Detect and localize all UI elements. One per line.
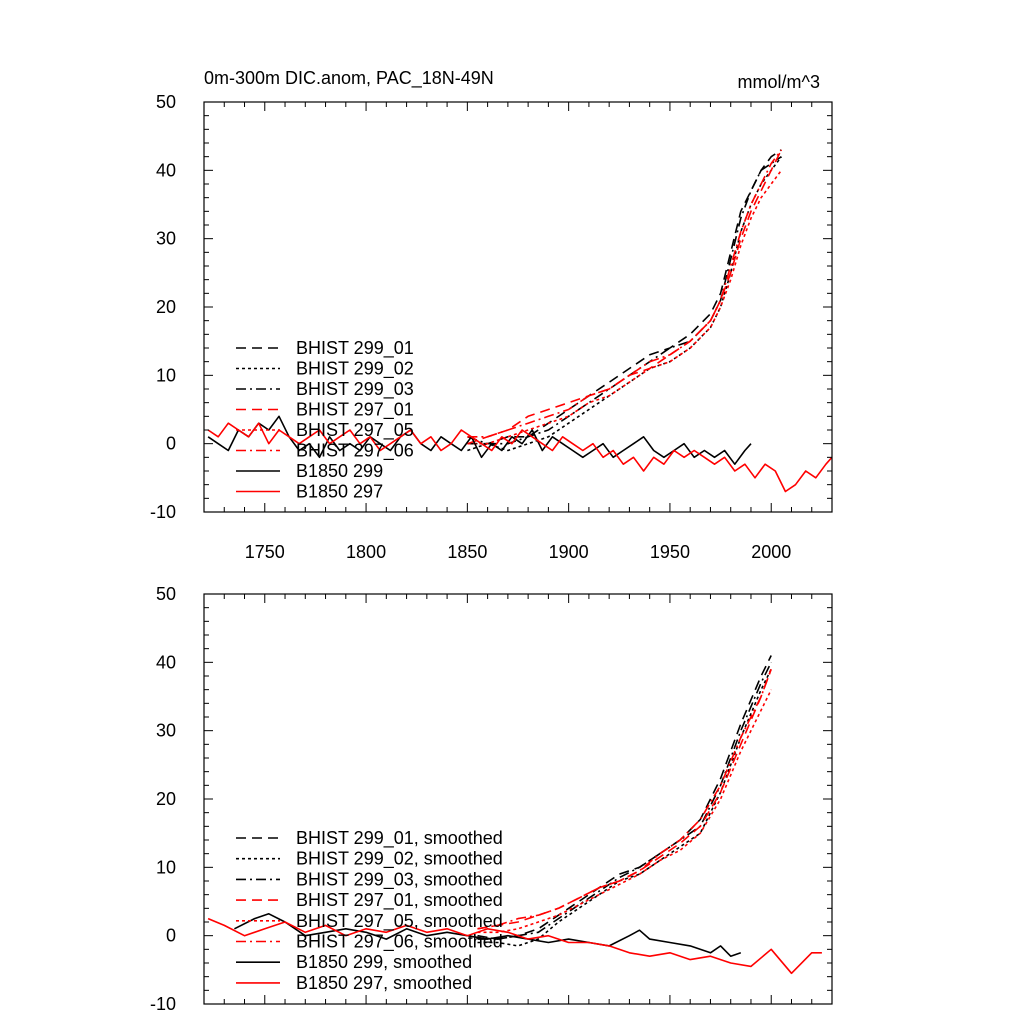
legend-label: BHIST 299_01 xyxy=(296,338,414,359)
y-tick-label: 10 xyxy=(156,857,176,877)
legend-label: BHIST 299_03 xyxy=(296,379,414,400)
x-tick-label: 2000 xyxy=(751,542,791,562)
top-panel: 0m-300m DIC.anom, PAC_18N-49N mmol/m^3 -… xyxy=(150,68,833,562)
y-tick-label: 30 xyxy=(156,721,176,741)
legend-label: BHIST 297_01 xyxy=(296,400,414,421)
legend-label: B1850 299 xyxy=(296,461,383,481)
legend-label: BHIST 299_01, smoothed xyxy=(296,828,503,849)
series-group xyxy=(207,149,832,493)
legend-label: B1850 299, smoothed xyxy=(296,952,472,972)
series-line-b1850-297 xyxy=(207,422,832,493)
y-tick-label: 10 xyxy=(156,365,176,385)
series-group xyxy=(207,655,822,975)
y-tick-label: 40 xyxy=(156,160,176,180)
legend-label: B1850 297 xyxy=(296,482,383,502)
series-line-b1850-297-smoothed xyxy=(207,917,822,975)
y-tick-label: 0 xyxy=(166,434,176,454)
y-tick-label: 40 xyxy=(156,652,176,672)
legend-label: BHIST 299_03, smoothed xyxy=(296,869,503,890)
series-line-bhist-297-06-smoothed xyxy=(477,668,772,930)
y-tick-label: 0 xyxy=(166,926,176,946)
chart-title: 0m-300m DIC.anom, PAC_18N-49N xyxy=(204,68,494,89)
x-tick-label: 1800 xyxy=(346,542,386,562)
legend-label: BHIST 297_06 xyxy=(296,441,414,462)
series-line-b1850-299-smoothed xyxy=(234,912,742,958)
y-tick-label: -10 xyxy=(150,502,176,522)
legend-label: BHIST 297_05, smoothed xyxy=(296,911,503,932)
series-line-b1850-299 xyxy=(207,415,752,466)
series-line-bhist-299-02 xyxy=(467,156,783,452)
series-line-bhist-299-01-smoothed xyxy=(477,655,772,940)
x-tick-label: 1850 xyxy=(447,542,487,562)
series-line-bhist-299-01 xyxy=(467,149,782,445)
series-line-bhist-299-03-smoothed xyxy=(477,661,772,940)
legend-label: B1850 297, smoothed xyxy=(296,973,472,993)
x-tick-label: 1750 xyxy=(245,542,285,562)
series-line-bhist-299-02-smoothed xyxy=(477,668,772,947)
units-label: mmol/m^3 xyxy=(738,72,820,92)
y-tick-label: 50 xyxy=(156,584,176,604)
legend-label: BHIST 297_05 xyxy=(296,420,414,441)
y-tick-label: 30 xyxy=(156,229,176,249)
legend-label: BHIST 299_02, smoothed xyxy=(296,849,503,870)
y-tick-label: 20 xyxy=(156,297,176,317)
legend-label: BHIST 299_02 xyxy=(296,359,414,380)
x-tick-label: 1950 xyxy=(650,542,690,562)
y-tick-label: 20 xyxy=(156,789,176,809)
legend-label: BHIST 297_01, smoothed xyxy=(296,890,503,911)
y-tick-label: 50 xyxy=(156,92,176,112)
y-tick-label: -10 xyxy=(150,994,176,1014)
series-line-bhist-297-06 xyxy=(467,149,783,438)
legend-label: BHIST 297_06, smoothed xyxy=(296,932,503,953)
series-line-bhist-297-05 xyxy=(467,169,783,445)
series-line-bhist-297-01 xyxy=(467,149,783,445)
x-tick-label: 1900 xyxy=(549,542,589,562)
series-line-bhist-297-05-smoothed xyxy=(477,689,772,934)
series-line-bhist-297-01-smoothed xyxy=(477,668,772,930)
series-line-bhist-299-03 xyxy=(467,156,782,445)
